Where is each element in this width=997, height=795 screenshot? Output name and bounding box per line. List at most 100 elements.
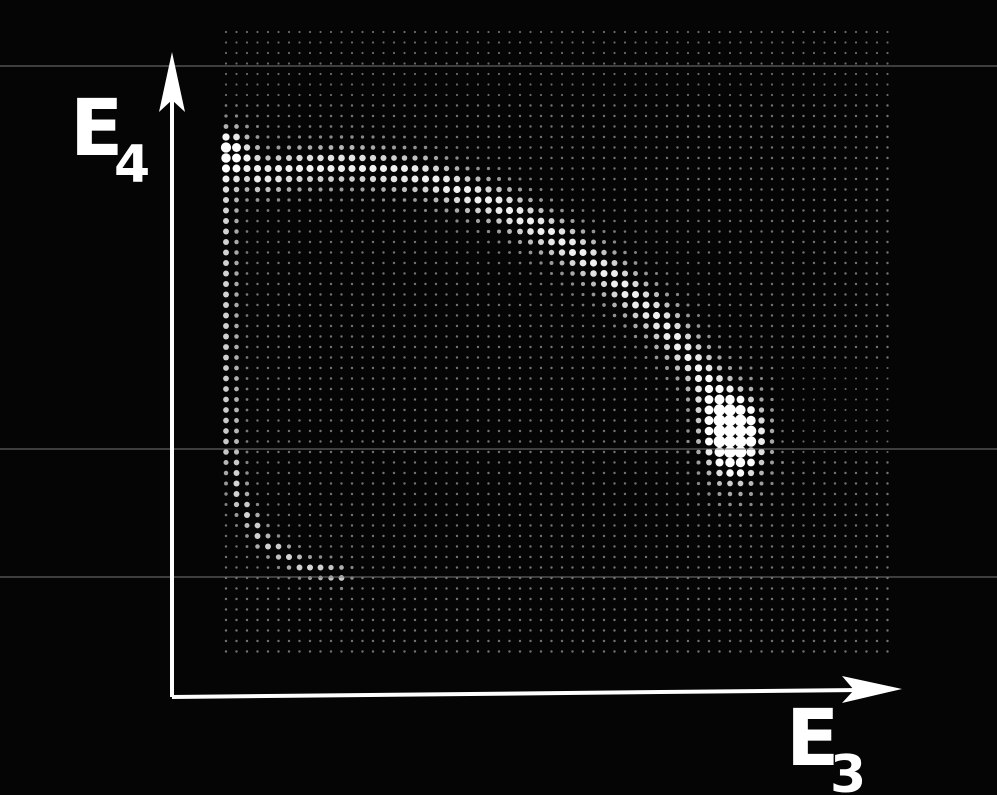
dot	[298, 104, 300, 106]
dot	[729, 125, 731, 127]
dot	[571, 503, 573, 505]
dot	[697, 178, 699, 180]
dot	[603, 115, 605, 117]
dot	[886, 83, 888, 85]
dot	[760, 325, 762, 327]
dot	[508, 451, 510, 453]
dot	[655, 556, 657, 558]
dot	[582, 209, 585, 212]
dot	[498, 650, 500, 652]
dot	[550, 31, 552, 33]
dot	[235, 83, 237, 85]
dot	[361, 94, 363, 96]
dot	[298, 83, 300, 85]
dot	[223, 344, 229, 350]
dot	[645, 209, 647, 211]
dot	[288, 94, 290, 96]
dot	[497, 177, 501, 181]
dot	[886, 619, 888, 621]
dot	[246, 587, 248, 589]
dot	[234, 229, 238, 233]
dot	[508, 115, 510, 117]
dot	[802, 31, 804, 33]
dot	[246, 346, 249, 349]
dot	[802, 167, 804, 169]
dot	[256, 293, 258, 295]
dot	[886, 41, 888, 43]
dot	[309, 430, 311, 432]
dot	[340, 230, 342, 232]
dot	[508, 461, 510, 463]
dot	[771, 629, 773, 631]
dot	[340, 514, 342, 516]
dot	[886, 241, 888, 243]
dot	[361, 262, 363, 264]
dot	[813, 650, 815, 652]
dot	[414, 73, 416, 75]
dot	[508, 335, 510, 337]
dot	[760, 199, 762, 201]
dot	[466, 409, 468, 411]
dot	[560, 272, 564, 276]
dot	[886, 62, 888, 64]
dot	[309, 251, 311, 253]
dot	[834, 335, 836, 337]
dot	[424, 62, 426, 64]
dot	[781, 178, 783, 180]
dot	[277, 566, 280, 569]
dot	[613, 377, 615, 379]
dot	[735, 425, 747, 437]
dot	[792, 241, 794, 243]
dot	[288, 493, 290, 495]
dot	[844, 209, 846, 211]
dot	[781, 535, 783, 537]
dot	[813, 556, 815, 558]
dot	[318, 145, 323, 150]
dot	[613, 41, 615, 43]
dot	[603, 440, 605, 442]
dot	[561, 451, 563, 453]
dot	[277, 230, 279, 232]
dot	[277, 514, 279, 516]
dot	[750, 314, 752, 316]
dot	[540, 335, 542, 337]
dot	[414, 52, 416, 54]
dot	[349, 155, 356, 162]
dot	[844, 608, 846, 610]
dot	[508, 73, 510, 75]
dot	[372, 472, 374, 474]
dot	[855, 598, 857, 600]
dot	[414, 125, 417, 128]
dot	[393, 398, 395, 400]
dot	[550, 283, 553, 286]
dot	[771, 31, 773, 33]
dot	[540, 388, 542, 390]
dot	[592, 377, 594, 379]
dot	[697, 125, 699, 127]
dot	[298, 314, 300, 316]
dot	[445, 209, 449, 213]
dot	[582, 188, 584, 190]
dot	[550, 41, 552, 43]
dot	[487, 503, 489, 505]
dot	[834, 31, 836, 33]
dot	[225, 598, 227, 600]
dot	[685, 376, 691, 382]
dot	[613, 209, 615, 211]
dot	[561, 608, 563, 610]
dot	[666, 451, 669, 454]
dot	[708, 262, 710, 264]
dot	[813, 440, 815, 442]
dot	[487, 272, 489, 274]
dot	[708, 640, 710, 642]
dot	[886, 146, 888, 148]
dot	[582, 619, 584, 621]
dot	[737, 469, 744, 476]
dot	[540, 451, 542, 453]
dot	[666, 556, 668, 558]
dot	[613, 94, 615, 96]
dot	[361, 514, 363, 516]
dot	[351, 104, 353, 106]
dot	[729, 115, 731, 117]
dot	[246, 262, 249, 265]
